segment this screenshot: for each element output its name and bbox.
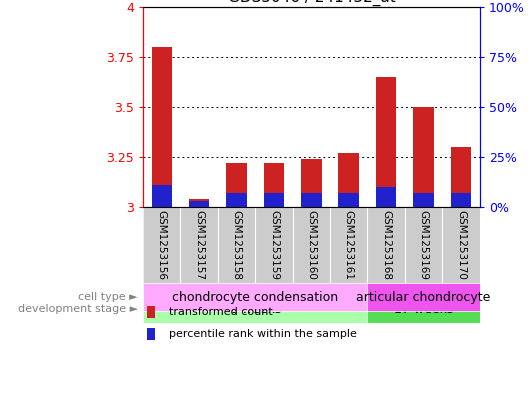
Bar [301, 193, 322, 207]
Text: percentile rank within the sample: percentile rank within the sample [169, 329, 357, 340]
Title: GDS5046 / 241432_at: GDS5046 / 241432_at [227, 0, 395, 6]
Bar [413, 193, 434, 207]
Text: GSM1253156: GSM1253156 [157, 210, 167, 280]
Text: cell type ►: cell type ► [78, 292, 138, 302]
Text: development stage ►: development stage ► [17, 304, 138, 314]
Text: GSM1253159: GSM1253159 [269, 210, 279, 280]
Text: GSM1253158: GSM1253158 [232, 210, 242, 280]
Bar [264, 193, 284, 207]
Bar [450, 193, 471, 207]
Text: GSM1253157: GSM1253157 [194, 210, 204, 280]
Bar [413, 107, 434, 207]
Bar [264, 163, 284, 207]
Bar [189, 199, 209, 207]
Bar [147, 328, 155, 340]
Text: GSM1253169: GSM1253169 [419, 210, 429, 280]
Bar [143, 295, 367, 323]
Bar [226, 193, 247, 207]
Bar [376, 187, 396, 207]
Bar [226, 163, 247, 207]
Bar [189, 201, 209, 207]
Text: articular chondrocyte: articular chondrocyte [356, 290, 491, 303]
Text: transformed count: transformed count [169, 307, 272, 318]
Bar [367, 295, 480, 323]
Text: 17 weeks: 17 weeks [394, 303, 453, 316]
Bar [450, 147, 471, 207]
Text: 6 weeks: 6 weeks [229, 303, 281, 316]
Bar [367, 283, 480, 311]
Bar [147, 306, 155, 318]
Bar [301, 159, 322, 207]
Text: GSM1253170: GSM1253170 [456, 210, 466, 279]
Bar [152, 47, 172, 207]
Bar [376, 77, 396, 207]
Bar [152, 185, 172, 207]
Text: GSM1253161: GSM1253161 [344, 210, 354, 280]
Bar [339, 193, 359, 207]
Bar [339, 153, 359, 207]
Text: GSM1253160: GSM1253160 [306, 210, 316, 279]
Bar [143, 283, 367, 311]
Text: chondrocyte condensation: chondrocyte condensation [172, 290, 338, 303]
Text: GSM1253168: GSM1253168 [381, 210, 391, 280]
